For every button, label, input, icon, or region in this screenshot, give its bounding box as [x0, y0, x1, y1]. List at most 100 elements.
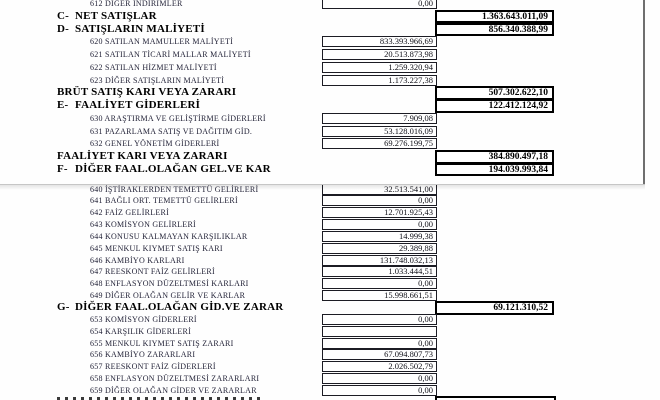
value-cell: 856.340.388,99: [435, 22, 554, 36]
account-label: 641 BAĞLI ORT. TEMETTÜ GELİRLERİ: [90, 196, 238, 206]
value-cell: 2.026.502,79: [322, 361, 437, 373]
account-label: 657 REESKONT FAİZ GİDERLERİ: [90, 362, 216, 372]
value-cell: 0,00: [322, 219, 437, 231]
statement-row: 648 ENFLASYON DÜZELTMESİ KARLARI 0,00: [0, 277, 660, 290]
statement-row: 646 KAMBİYO KARLARI 131.748.032,13: [0, 254, 660, 267]
section-letter: D-: [57, 22, 70, 35]
account-label: 630 ARAŞTIRMA VE GELİŞTİRME GİDERLERİ: [90, 113, 266, 123]
statement-row: 654 KARŞILIK GİDERLERİ: [0, 325, 660, 338]
value-cell: 384.890.497,18: [435, 150, 554, 164]
value-cell: 15.998.661,51: [322, 290, 437, 302]
section-letter: C-: [57, 9, 70, 22]
section-letter: G-: [57, 301, 70, 313]
account-label: 656 KAMBİYO ZARARLARI: [90, 350, 196, 360]
statement-row: 658 ENFLASYON DÜZELTMESİ ZARARLARI 0,00: [0, 372, 660, 385]
statement-row: 631 PAZARLAMA SATIŞ VE DAĞITIM GİD. 53.1…: [0, 125, 660, 138]
value-cell: 67.094.807,73: [322, 349, 437, 361]
statement-row: 647 REESKONT FAİZ GELİRLERİ 1.033.444,51: [0, 265, 660, 278]
statement-row: 641 BAĞLI ORT. TEMETTÜ GELİRLERİ 0,00: [0, 194, 660, 207]
value-cell: 1.259.320,94: [322, 61, 437, 73]
statement-row: 645 MENKUL KIYMET SATIŞ KARI 29.389,88: [0, 242, 660, 255]
value-cell: 1.033.444,51: [322, 266, 437, 278]
account-label: 653 KOMİSYON GİDERLERİ: [90, 314, 197, 324]
value-cell: 53.128.016,09: [322, 125, 437, 137]
statement-row: 622 SATILAN HİZMET MALİYETİ 1.259.320,94: [0, 61, 660, 74]
account-label: FAALİYET GİDERLERİ: [75, 99, 201, 111]
account-label: DİĞER FAAL.OLAĞAN GİD.VE ZARAR: [75, 301, 284, 313]
value-cell: 69.276.199,75: [322, 138, 437, 150]
account-label: 646 KAMBİYO KARLARI: [90, 255, 185, 265]
account-label: 623 DİĞER SATIŞLARIN MALİYETİ: [90, 75, 225, 85]
statement-row: 632 GENEL YÖNETİM GİDERLERİ 69.276.199,7…: [0, 137, 660, 150]
account-label: 620 SATILAN MAMULLER MALİYETİ: [90, 37, 234, 47]
value-cell: 0,00: [322, 278, 437, 290]
account-label: FAALİYET KARI VEYA ZARARI: [57, 150, 228, 162]
statement-row: 659 DİĞER OLAĞAN GİDER VE ZARARLAR 0,00: [0, 384, 660, 397]
section-letter: E-: [57, 99, 69, 111]
statement-row: D- SATIŞLARIN MALİYETİ 856.340.388,99: [0, 22, 660, 36]
statement-row: 649 DİĞER OLAĞAN GELİR VE KARLAR 15.998.…: [0, 289, 660, 302]
account-label: 645 MENKUL KIYMET SATIŞ KARI: [90, 243, 223, 253]
pane-bottom-edge-line: [0, 184, 645, 185]
value-cell: [322, 325, 437, 337]
account-label: 658 ENFLASYON DÜZELTMESİ ZARARLARI: [90, 374, 260, 384]
account-label: NET SATIŞLAR: [75, 9, 157, 22]
account-label: 622 SATILAN HİZMET MALİYETİ: [90, 62, 217, 72]
statement-row: C- NET SATIŞLAR 1.363.643.011,09: [0, 9, 660, 24]
value-cell: 0,00: [322, 384, 437, 396]
account-label: SATIŞLARIN MALİYETİ: [75, 22, 205, 35]
account-label: 659 DİĞER OLAĞAN GİDER VE ZARARLAR: [90, 385, 257, 395]
statement-row: 621 SATILAN TİCARİ MALLAR MALİYETİ 20.51…: [0, 48, 660, 61]
statement-row: 644 KONUSU KALMAYAN KARŞILIKLAR 14.999,3…: [0, 230, 660, 243]
value-cell: 12.701.925,43: [322, 207, 437, 219]
account-label: 648 ENFLASYON DÜZELTMESİ KARLARI: [90, 279, 249, 289]
account-label: 655 MENKUL KIYMET SATIŞ ZARARI: [90, 338, 234, 348]
section-letter: F-: [57, 162, 68, 175]
value-cell: 0,00: [322, 313, 437, 325]
statement-row: 657 REESKONT FAİZ GİDERLERİ 2.026.502,79: [0, 360, 660, 373]
value-cell: 0,00: [322, 373, 437, 385]
clipped-next-row-text: [57, 397, 262, 400]
account-label: 654 KARŞILIK GİDERLERİ: [90, 326, 192, 336]
account-label: 621 SATILAN TİCARİ MALLAR MALİYETİ: [90, 50, 251, 59]
account-label: DİĞER FAAL.OLAĞAN GEL.VE KAR: [75, 162, 271, 175]
pane-right-edge-line: [643, 0, 645, 185]
statement-row: FAALİYET KARI VEYA ZARARI 384.890.497,18: [0, 150, 660, 164]
account-label: 631 PAZARLAMA SATIŞ VE DAĞITIM GİD.: [90, 126, 253, 136]
value-cell: 7.909,08: [322, 112, 437, 124]
statement-row: 643 KOMİSYON GELİRLERİ 0,00: [0, 218, 660, 231]
value-cell: 131.748.032,13: [322, 254, 437, 266]
clipped-next-row-value-cell: [435, 396, 556, 400]
account-label: 647 REESKONT FAİZ GELİRLERİ: [90, 267, 215, 277]
value-cell: 194.039.993,84: [435, 162, 554, 177]
pane-bottom-shadow: [0, 185, 645, 190]
account-label: 649 DİĞER OLAĞAN GELİR VE KARLAR: [90, 291, 246, 301]
value-cell: 20.513.873,98: [322, 49, 437, 60]
value-cell: 0,00: [322, 0, 437, 9]
account-label: 612 DİĞER İNDİRİMLER: [90, 0, 183, 8]
account-label: 643 KOMİSYON GELİRLERİ: [90, 220, 196, 230]
statement-row: 655 MENKUL KIYMET SATIŞ ZARARI 0,00: [0, 337, 660, 350]
value-cell: 14.999,38: [322, 230, 437, 242]
value-cell: 1.173.227,38: [322, 74, 437, 86]
statement-row: 630 ARAŞTIRMA VE GELİŞTİRME GİDERLERİ 7.…: [0, 112, 660, 125]
value-cell: 507.302.622,10: [435, 86, 554, 100]
statement-row: 642 FAİZ GELİRLERİ 12.701.925,43: [0, 206, 660, 219]
account-label: 632 GENEL YÖNETİM GİDERLERİ: [90, 139, 220, 149]
value-cell: 833.393.966,69: [322, 36, 437, 48]
value-cell: 0,00: [322, 195, 437, 207]
value-cell: 0,00: [322, 337, 437, 349]
statement-row: 620 SATILAN MAMULLER MALİYETİ 833.393.96…: [0, 35, 660, 48]
statement-row: 653 KOMİSYON GİDERLERİ 0,00: [0, 313, 660, 326]
statement-row: BRÜT SATIŞ KARI VEYA ZARARI 507.302.622,…: [0, 86, 660, 100]
account-label: 640 İŞTİRAKLERDEN TEMETTÜ GELİRLERİ: [90, 183, 258, 196]
account-label: BRÜT SATIŞ KARI VEYA ZARARI: [57, 86, 237, 99]
value-cell: 122.412.124,92: [435, 99, 554, 113]
statement-row: E- FAALİYET GİDERLERİ 122.412.124,92: [0, 99, 660, 113]
value-cell: 69.121.310,52: [435, 301, 554, 315]
account-label: 642 FAİZ GELİRLERİ: [90, 208, 170, 218]
statement-row: 623 DİĞER SATIŞLARIN MALİYETİ 1.173.227,…: [0, 74, 660, 87]
statement-row: 656 KAMBİYO ZARARLARI 67.094.807,73: [0, 348, 660, 361]
value-cell: 1.363.643.011,09: [435, 9, 554, 24]
